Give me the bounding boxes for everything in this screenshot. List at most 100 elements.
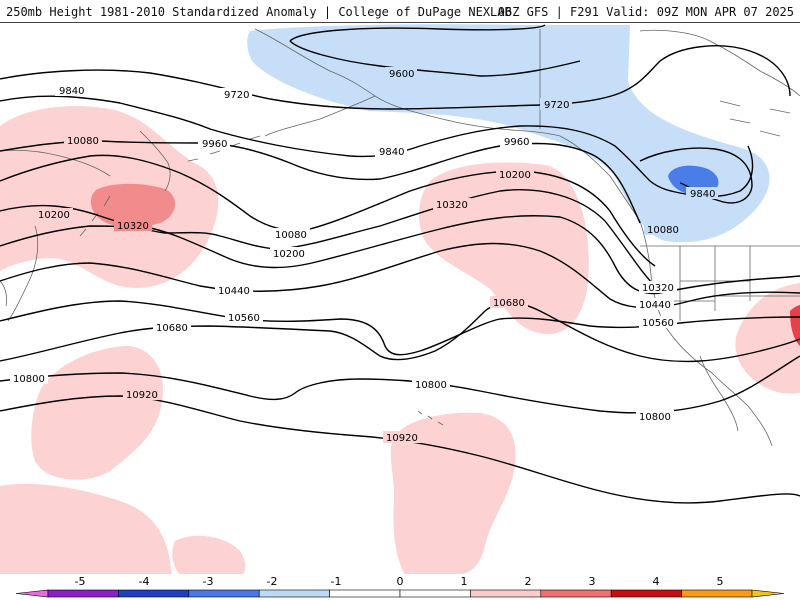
colorbar-strip [15, 589, 785, 598]
label-10320-a: 10320 [114, 219, 152, 232]
russia-coast [0, 149, 111, 177]
colorbar-segment [188, 589, 260, 598]
alaska-peninsula-coast [264, 95, 376, 137]
positive-anomaly-hawaii [390, 412, 516, 575]
label-10320-b-text: 10320 [436, 200, 468, 211]
label-10080-a-text: 10080 [67, 136, 99, 147]
map-header: 250mb Height 1981-2010 Standardized Anom… [0, 0, 800, 22]
label-10200-a-text: 10200 [38, 210, 70, 221]
label-10560-a: 10560 [225, 311, 263, 324]
label-10800-b-text: 10800 [415, 380, 447, 391]
label-10800-c-text: 10800 [639, 412, 671, 423]
canada-coast [559, 135, 651, 267]
label-10200-c: 10200 [496, 168, 534, 181]
colorbar-tick: 2 [524, 575, 532, 588]
label-10320-a-text: 10320 [117, 221, 149, 232]
label-10800-a-text: 10800 [13, 374, 45, 385]
aleutian-islands [187, 135, 261, 162]
colorbar-tick: -3 [202, 575, 214, 588]
label-10200-a: 10200 [35, 208, 73, 221]
label-10560-a-text: 10560 [228, 313, 260, 324]
korea-coast [0, 280, 8, 307]
contour-labels: 9600 9720 9720 9840 9840 9840 9960 9960 … [10, 67, 718, 444]
label-10800-b: 10800 [412, 378, 450, 391]
contour-9960 [0, 140, 641, 224]
label-9720-b: 9720 [540, 98, 572, 111]
label-10560-b-text: 10560 [642, 318, 674, 329]
colorbar-segment [681, 589, 753, 598]
label-10200-b-text: 10200 [273, 249, 305, 260]
kamchatka-coast [139, 130, 171, 192]
positive-anomaly-asia-core [90, 183, 176, 228]
colorbar-segment [610, 589, 682, 598]
map-panel: 9600 9720 9720 9840 9840 9840 9960 9960 … [0, 22, 800, 576]
label-10920-b: 10920 [383, 431, 421, 444]
map-title: 250mb Height 1981-2010 Standardized Anom… [6, 5, 512, 19]
label-9840-a-text: 9840 [59, 86, 84, 97]
coastlines [0, 28, 800, 447]
label-10320-b: 10320 [433, 198, 471, 211]
label-9960-b: 9960 [500, 135, 532, 148]
label-10080-b-text: 10080 [275, 230, 307, 241]
label-9600: 9600 [385, 67, 417, 80]
colorbar-segment [47, 589, 119, 598]
label-9840-b-text: 9840 [379, 147, 404, 158]
colorbar-min-arrow [15, 589, 49, 598]
label-10080-a: 10080 [64, 134, 102, 147]
label-9840-c-text: 9840 [690, 189, 715, 200]
state-lines [650, 246, 800, 321]
label-10800-c: 10800 [636, 410, 674, 423]
colorbar-tick-labels: -5 -4 -3 -2 -1 0 1 2 3 4 5 [0, 574, 800, 588]
colorbar-segment [399, 589, 471, 598]
colorbar-tick: 0 [396, 575, 404, 588]
label-9840-a: 9840 [55, 84, 87, 97]
colorbar-segment [118, 589, 190, 598]
label-10920-a: 10920 [123, 388, 161, 401]
label-10440-a-text: 10440 [218, 286, 250, 297]
colorbar-tick: 4 [652, 575, 660, 588]
colorbar-tick: -5 [74, 575, 86, 588]
colorbar-tick: 5 [716, 575, 724, 588]
label-9960-a: 9960 [198, 137, 230, 150]
baja-california [699, 355, 739, 432]
label-10920-b-text: 10920 [386, 433, 418, 444]
label-10680-a-text: 10680 [156, 323, 188, 334]
colorbar-segment [470, 589, 542, 598]
label-10800-a: 10800 [10, 372, 48, 385]
colorbar-max-arrow [751, 589, 785, 598]
label-10200-c-text: 10200 [499, 170, 531, 181]
label-10680-a: 10680 [153, 321, 191, 334]
colorbar-tick: 3 [588, 575, 596, 588]
label-10560-b: 10560 [639, 316, 677, 329]
hudson-bay-area [639, 29, 800, 97]
label-10320-c-text: 10320 [642, 283, 674, 294]
positive-anomaly-southwest [0, 483, 172, 575]
label-9960-a-text: 9960 [202, 139, 227, 150]
arctic-islands [719, 100, 791, 137]
colorbar-tick: -4 [138, 575, 150, 588]
alaska-coast [254, 28, 561, 137]
label-10680-b-text: 10680 [493, 298, 525, 309]
colorbar: -5 -4 -3 -2 -1 0 1 2 3 4 5 [0, 574, 800, 600]
hawaii-islands [417, 410, 444, 426]
label-10080-b: 10080 [272, 228, 310, 241]
contour-9840-main [0, 95, 754, 198]
contour-9720 [0, 45, 791, 110]
colorbar-segment [329, 589, 401, 598]
label-10440-a: 10440 [215, 284, 253, 297]
label-9840-c: 9840 [686, 187, 718, 200]
label-10200-b: 10200 [270, 247, 308, 260]
model-run-info: 06Z GFS | F291 Valid: 09Z MON APR 07 202… [497, 5, 794, 19]
label-10440-b: 10440 [636, 298, 674, 311]
label-10920-a-text: 10920 [126, 390, 158, 401]
label-9720-a-text: 9720 [224, 90, 249, 101]
negative-anomaly-alaska [247, 24, 770, 243]
label-10680-b: 10680 [490, 296, 528, 309]
label-10080-c-text: 10080 [647, 225, 679, 236]
contour-9600 [289, 24, 581, 77]
label-9840-b: 9840 [375, 145, 407, 158]
label-10320-c: 10320 [639, 281, 677, 294]
label-10080-c: 10080 [644, 223, 682, 236]
colorbar-tick: -2 [266, 575, 278, 588]
japan [7, 225, 39, 322]
